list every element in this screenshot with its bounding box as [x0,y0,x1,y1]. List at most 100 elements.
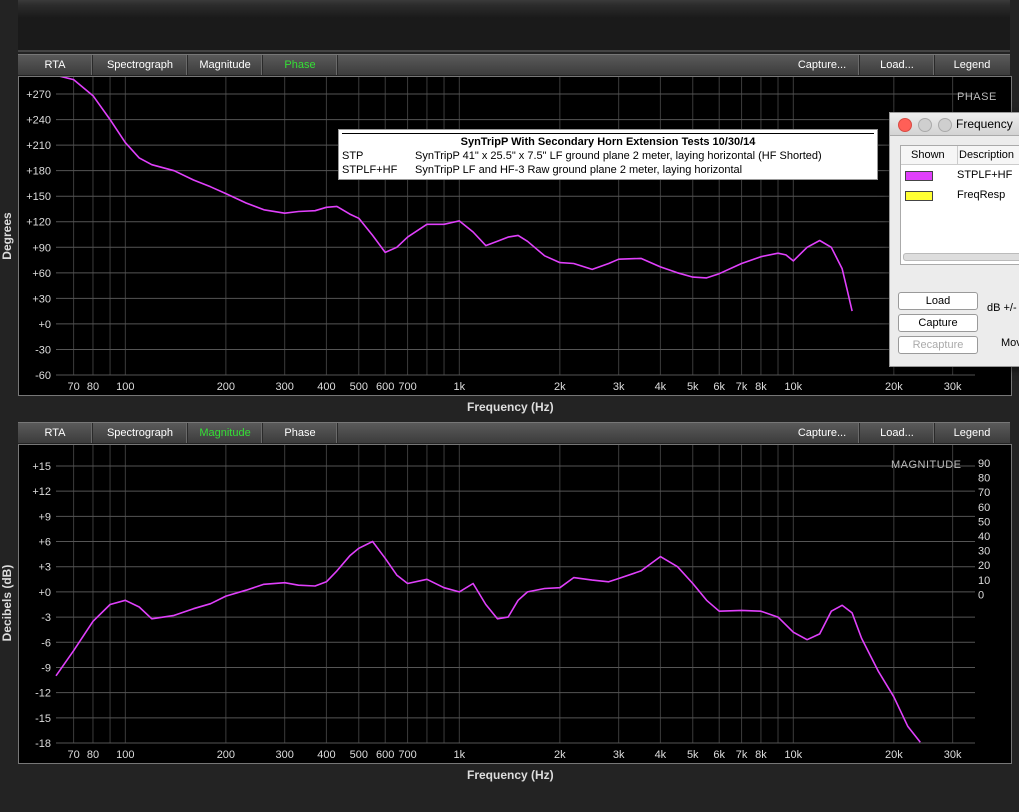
x-tick-label: 600 [376,381,394,393]
y-tick-label-right: 80 [978,473,990,485]
column-shown[interactable]: Shown [911,149,945,161]
y-tick-label: +90 [32,242,51,254]
x-tick-label: 8k [755,381,767,393]
x-tick-label: 70 [67,381,79,393]
series-group [59,77,853,312]
y-tick-label-right: 90 [978,458,990,470]
x-tick-label: 400 [317,381,335,393]
x-tick-label: 500 [350,381,368,393]
legend-list-header: Shown Description [901,146,1019,165]
phase-chart[interactable]: +270 +240 +210 +180 +150 +120 +90 +60 +30 +0 -30 -6… [19,77,1011,395]
phase-x-axis-label: Frequency (Hz) [467,400,554,414]
x-tick-label: 20k [885,749,903,761]
y-tick-label: +6 [38,537,51,549]
legend-swatch-stplfhf[interactable] [905,171,933,181]
mov-label: Mov [1001,337,1019,349]
series-group [55,540,921,743]
minimize-window-icon[interactable] [918,118,932,132]
x-tick-label: 3k [613,381,625,393]
y-tick-label-right: 60 [978,502,990,514]
y-tick-label: -18 [35,738,51,750]
x-tick-label: 20k [885,381,903,393]
y-tick-label: +9 [38,511,51,523]
db-label: dB +/- [987,302,1017,314]
x-tick-label: 80 [87,749,99,761]
x-tick-label: 500 [350,749,368,761]
legend-window-titlebar[interactable]: Frequency [890,113,1019,136]
capture-button[interactable]: Capture... [785,55,860,75]
y-tick-label-right: 10 [978,575,990,587]
phase-plot-frame: +270 +240 +210 +180 +150 +120 +90 +60 +30 +0 -30 -6… [18,76,1012,396]
x-tick-label: 400 [317,749,335,761]
x-tick-label: 10k [784,749,802,761]
y-tick-label: +12 [32,486,51,498]
legend-swatch-freqresp[interactable] [905,191,933,201]
y-tick-label: +180 [26,166,51,178]
x-tick-label: 5k [687,749,699,761]
y-tick-label-right: 50 [978,516,990,528]
x-tick-label: 6k [713,749,725,761]
x-tick-label: 70 [67,749,79,761]
y-tick-label: +150 [26,191,51,203]
legend-window-title: Frequency [956,117,1013,131]
y-tick-label-right: 40 [978,531,990,543]
legend-load-button[interactable]: Load [898,292,978,310]
legend-item-freqresp[interactable]: FreqResp [957,189,1006,201]
legend-button[interactable]: Legend [953,427,991,439]
x-tick-label: 100 [116,749,134,761]
tab-phase[interactable]: Phase [263,55,338,75]
phase-tab-bar: RTA Spectrograph Magnitude Phase Capture… [18,54,1010,76]
y-tick-label: -15 [35,713,51,725]
magnitude-corner-label: MAGNITUDE [891,459,962,471]
title-rule [342,133,874,134]
legend-button[interactable]: Legend [953,59,991,71]
title-row-1-desc: SynTripP 41" x 25.5" x 7.5" LF ground pl… [415,150,822,162]
y-tick-label: +0 [38,319,51,331]
legend-window: Frequency Shown Description STPLF+HF Fre… [889,112,1019,367]
x-tick-label: 4k [655,749,667,761]
title-row-2-name: STPLF+HF [342,164,398,176]
tab-rta[interactable]: RTA [18,55,93,75]
tab-rta[interactable]: RTA [18,423,93,443]
series-line-stplfhf [59,77,853,312]
tab-spectrograph[interactable]: Spectrograph [93,423,188,443]
x-tick-label: 4k [655,381,667,393]
tab-spectrograph[interactable]: Spectrograph [93,55,188,75]
chart-title-box: SynTripP With Secondary Horn Extension T… [338,129,878,180]
y-tick-label: +240 [26,115,51,127]
x-tick-label: 6k [713,381,725,393]
load-button[interactable]: Load... [860,55,935,75]
x-tick-label: 30k [944,749,962,761]
y-tick-label: +3 [38,562,51,574]
tab-phase[interactable]: Phase [263,423,338,443]
y-tick-label: -6 [41,637,51,649]
x-tick-label: 200 [217,381,235,393]
x-tick-label: 3k [613,749,625,761]
x-tick-label: 2k [554,381,566,393]
load-button[interactable]: Load... [860,423,935,443]
magnitude-x-axis-label: Frequency (Hz) [467,768,554,782]
legend-list[interactable]: Shown Description STPLF+HF FreqResp [900,145,1019,265]
title-row-2-desc: SynTripP LF and HF-3 Raw ground plane 2 … [415,164,743,176]
capture-button[interactable]: Capture... [785,423,860,443]
tab-magnitude[interactable]: Magnitude [188,423,263,443]
x-tick-label: 1k [454,749,466,761]
x-tick-label: 2k [554,749,566,761]
x-tick-label: 30k [944,381,962,393]
y-tick-label: +60 [32,268,51,280]
close-window-icon[interactable] [898,118,912,132]
legend-list-scrollbar[interactable] [903,253,1019,261]
legend-capture-button[interactable]: Capture [898,314,978,332]
y-tick-label: +120 [26,217,51,229]
magnitude-y-axis-label: Decibels (dB) [0,564,14,642]
y-tick-label: +210 [26,140,51,152]
column-description[interactable]: Description [959,149,1015,161]
series-line-stplfhf [55,540,921,743]
legend-item-stplfhf[interactable]: STPLF+HF [957,169,1013,181]
x-tick-label: 7k [736,749,748,761]
legend-recapture-button: Recapture [898,336,978,354]
zoom-window-icon[interactable] [938,118,952,132]
y-tick-label: -9 [41,662,51,674]
tab-magnitude[interactable]: Magnitude [188,55,263,75]
